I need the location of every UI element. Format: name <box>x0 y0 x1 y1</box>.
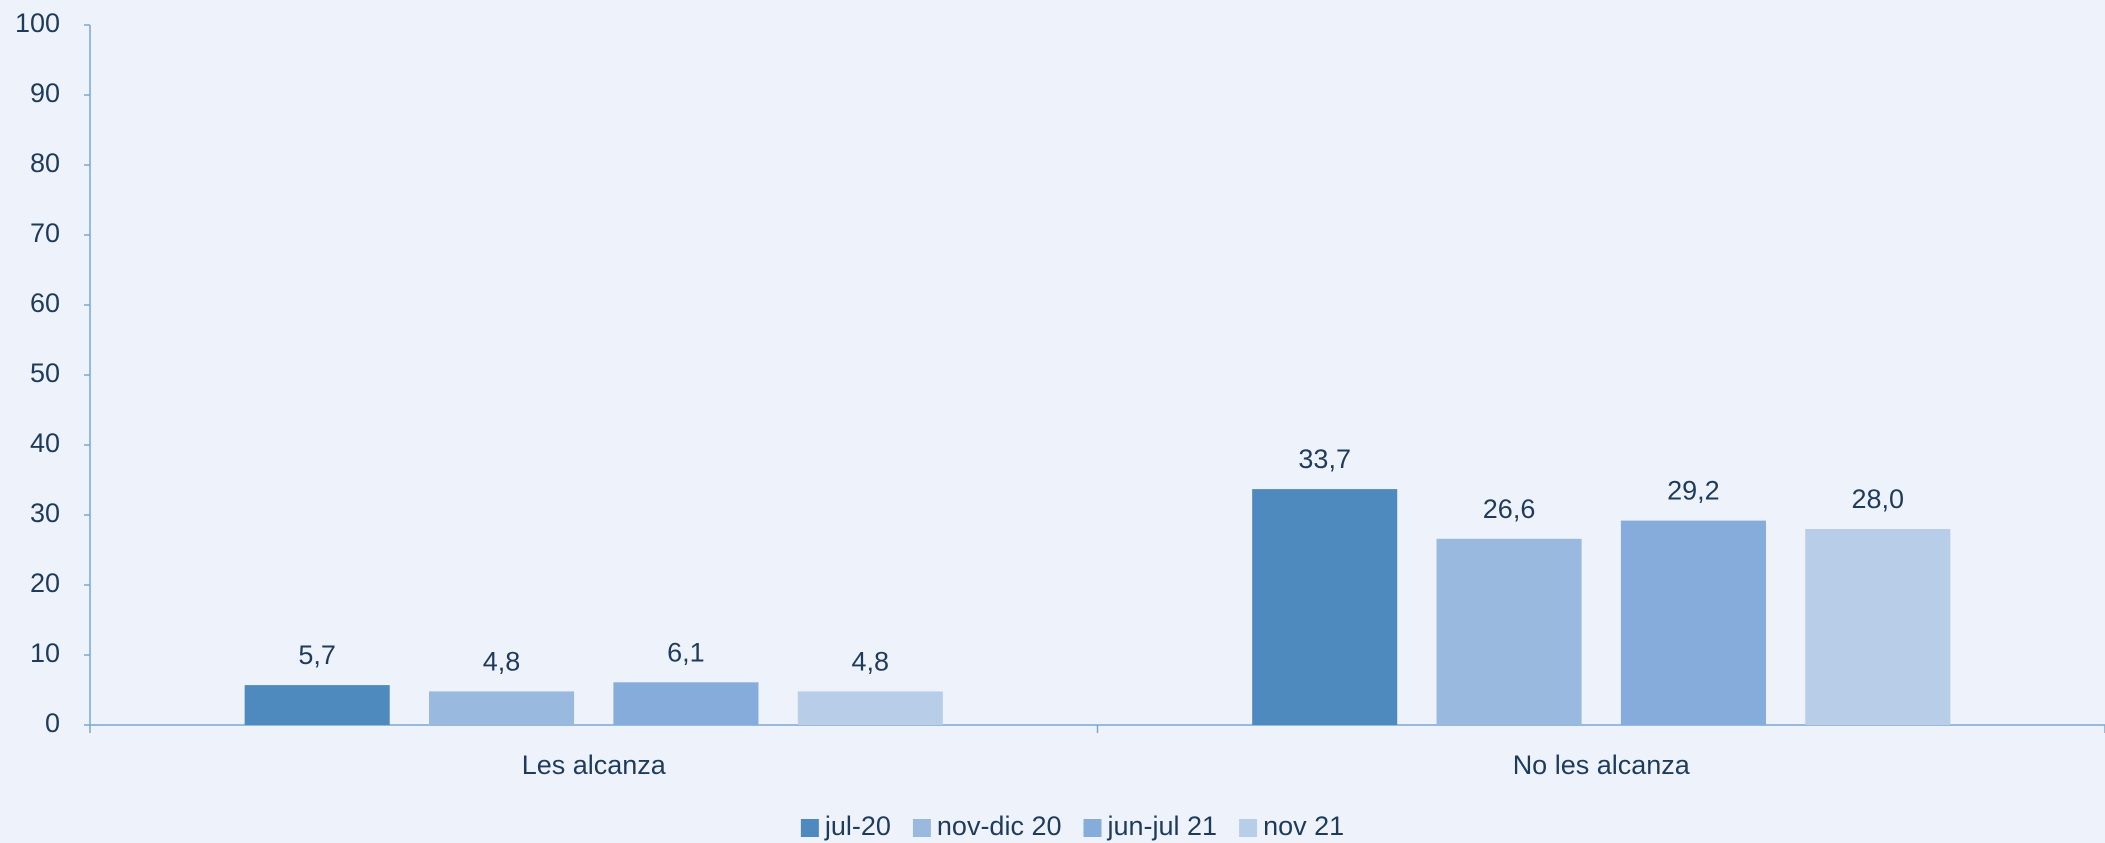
data-label: 6,1 <box>667 637 705 667</box>
y-tick-label: 50 <box>30 358 60 388</box>
x-tick-label: No les alcanza <box>1513 750 1691 780</box>
bar <box>1620 520 1766 725</box>
legend-label: jun-jul 21 <box>1106 811 1217 841</box>
y-tick-label: 40 <box>30 428 60 458</box>
y-tick-label: 30 <box>30 498 60 528</box>
data-label: 29,2 <box>1667 476 1720 506</box>
x-tick-label: Les alcanza <box>522 750 667 780</box>
bar <box>613 682 759 725</box>
data-label: 26,6 <box>1483 494 1536 524</box>
y-tick-label: 90 <box>30 78 60 108</box>
data-label: 28,0 <box>1852 484 1905 514</box>
y-tick-label: 80 <box>30 148 60 178</box>
data-label: 33,7 <box>1298 444 1351 474</box>
legend-swatch <box>800 819 819 837</box>
legend-label: nov 21 <box>1263 811 1344 841</box>
bar <box>1805 529 1951 725</box>
y-tick-label: 0 <box>45 708 60 738</box>
y-tick-label: 10 <box>30 638 60 668</box>
data-label: 5,7 <box>298 640 336 670</box>
bar <box>797 691 943 725</box>
y-tick-label: 70 <box>30 218 60 248</box>
legend-swatch <box>912 819 931 837</box>
bar <box>244 685 390 725</box>
y-tick-label: 60 <box>30 288 60 318</box>
bar <box>429 691 575 725</box>
y-tick-label: 100 <box>15 8 60 38</box>
legend-label: nov-dic 20 <box>937 811 1062 841</box>
bar <box>1436 538 1582 725</box>
legend-label: jul-20 <box>824 811 891 841</box>
y-tick-label: 20 <box>30 568 60 598</box>
legend-swatch <box>1239 819 1258 837</box>
data-label: 4,8 <box>483 647 521 677</box>
legend-swatch <box>1083 819 1102 837</box>
bar <box>1252 489 1398 725</box>
data-label: 4,8 <box>852 647 890 677</box>
